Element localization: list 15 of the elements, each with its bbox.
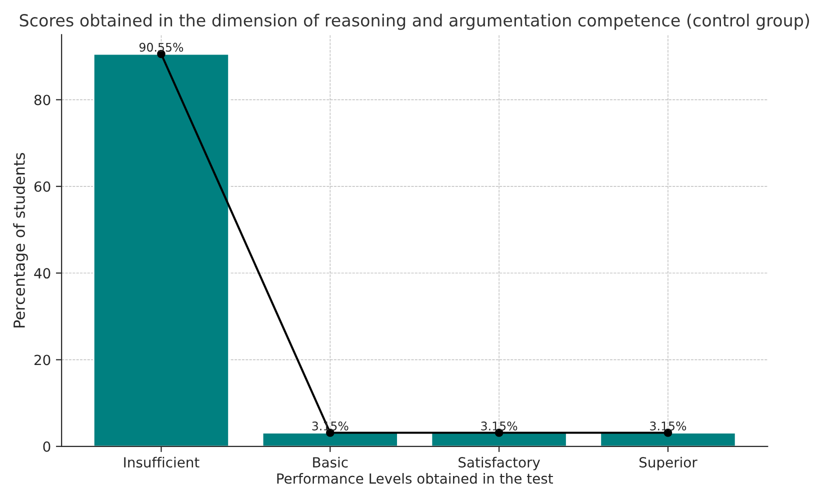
x-axis-title: Performance Levels obtained in the test [277,473,553,484]
x-tick-label: Insufficient [124,456,200,468]
y-tick-label: 60 [34,181,50,192]
chart-title: Scores obtained in the dimension of reasoning and argumentation competence (control group) [20,14,809,30]
x-tick-label: Superior [640,456,698,470]
y-axis-title: Percentage of students [13,152,28,328]
data-label: 3.15% [650,422,686,430]
y-tick-label: 0 [43,441,50,452]
y-tick-label: 20 [34,354,50,366]
x-tick-label: Basic [313,456,348,468]
x-tick-label: Satisfactory [458,456,540,470]
y-tick-label: 40 [34,268,50,279]
data-label: 3.15% [481,422,518,430]
data-label: 90.55% [139,42,184,52]
y-tick-label: 80 [34,94,50,106]
